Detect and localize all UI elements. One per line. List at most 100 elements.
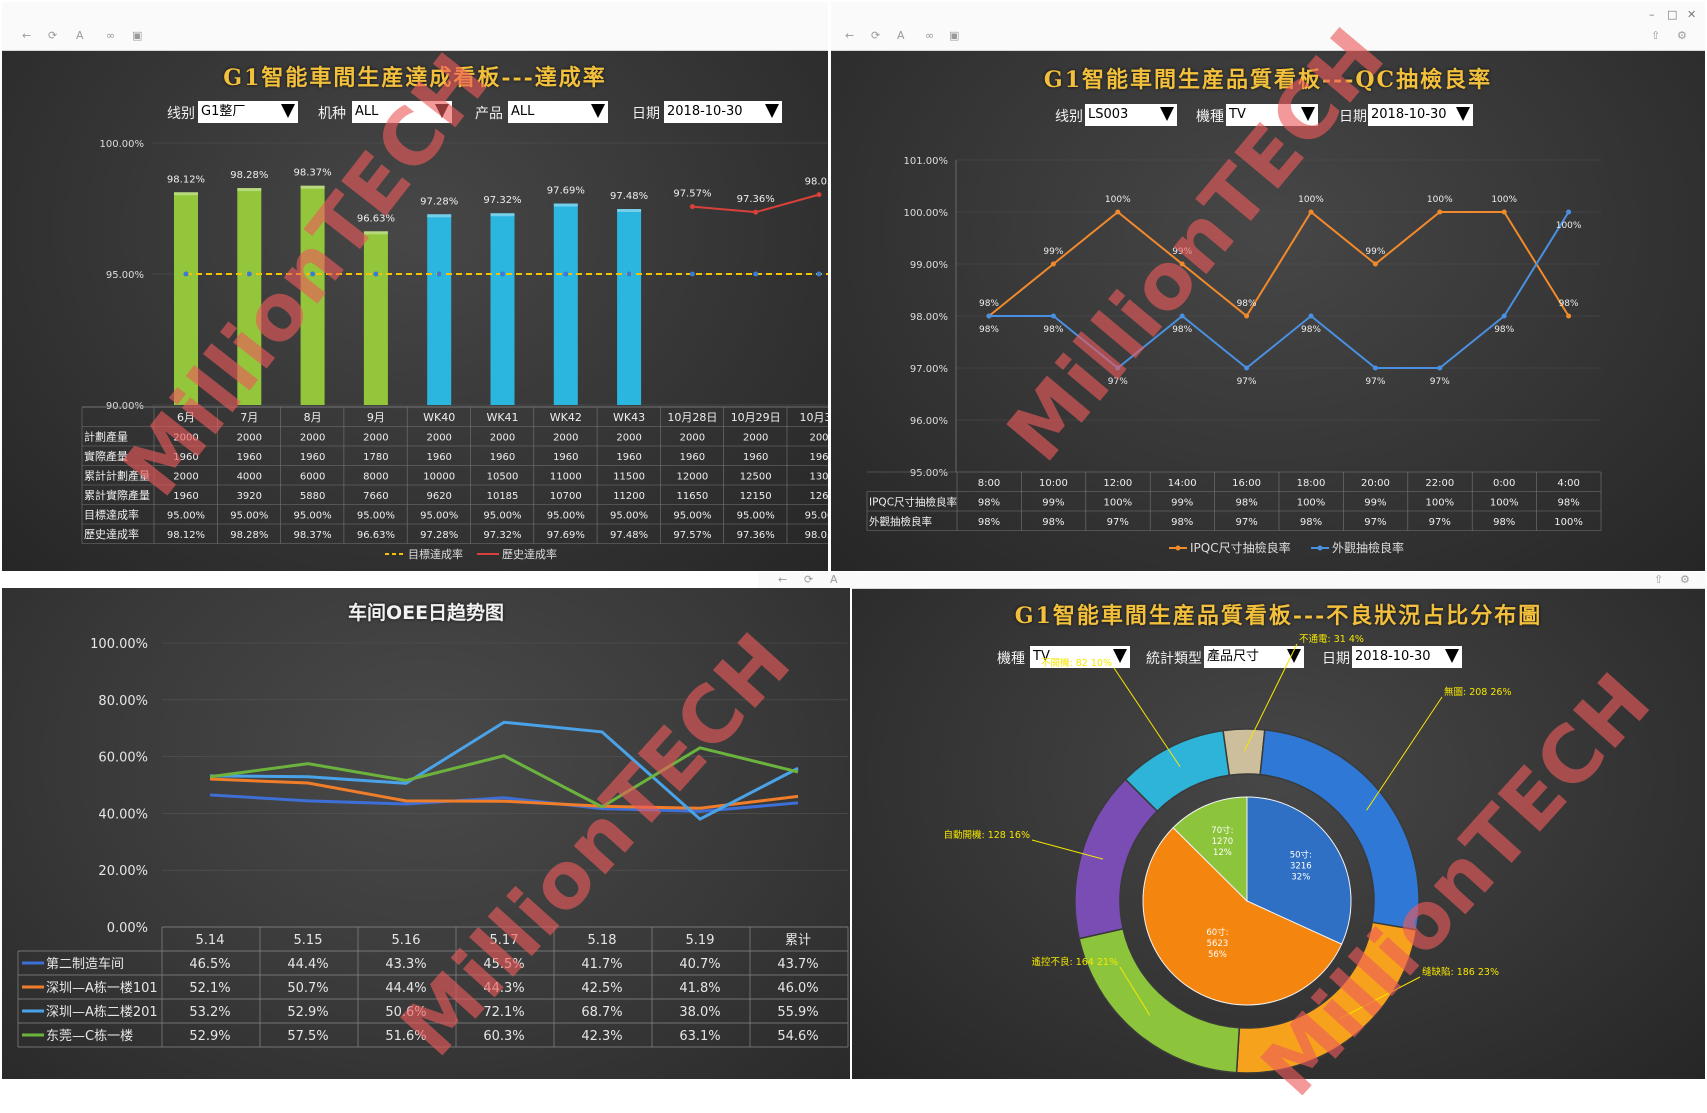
table-cell: 200 [809,433,828,444]
filter-label: 线别 [1055,109,1083,125]
table-cell: 8000 [363,472,388,483]
page-icon[interactable]: ▣ [949,29,960,42]
data-label: 98% [1237,299,1257,309]
filter-select[interactable]: TV [1226,104,1318,126]
chevron-down-icon[interactable] [281,104,295,118]
target-point [310,271,316,277]
table-cell: 95.00 [805,511,828,522]
chevron-down-icon[interactable] [1301,107,1315,121]
slice-label: 缝缺陷: 186 23% [1422,966,1499,978]
back-icon[interactable]: ← [778,573,788,586]
qc-chart: 101.00% 100.00% 99.00% 98.00% 97.00% 96.00% 95… [866,156,1602,555]
filter-select[interactable]: LS003 [1085,104,1177,126]
table-cell: 2000 [173,472,198,483]
panel-title: G1智能車間生産品質看板---不良狀況占比分布圖 [1014,603,1543,629]
data-label: 100% [1298,195,1324,205]
category-label: 9月 [367,411,385,424]
filter-value: 2018-10-30 [1371,107,1447,122]
y-tick-label: 97.00% [910,364,948,375]
inner-slice [1246,796,1352,945]
text-icon[interactable]: A [830,573,838,586]
table-cell: 72.1% [483,1005,524,1020]
link-icon[interactable]: ∞ [106,29,116,42]
target-point [563,271,569,277]
filter-select[interactable]: 產品尺寸 [1204,646,1304,668]
minimize-icon[interactable]: – [1649,8,1655,21]
table-cell: 9620 [426,491,451,502]
chevron-down-icon[interactable] [1113,649,1127,663]
table-cell: 97.57% [673,530,711,541]
chevron-down-icon[interactable] [435,104,449,118]
chevron-down-icon[interactable] [1445,649,1459,663]
category-label: WK42 [550,411,582,424]
close-icon[interactable]: ✕ [1687,8,1697,21]
window-toolbar: – □ ✕ ← ⟳ A ∞ ▣ ⇧ ⚙ [831,2,1705,51]
filter-select[interactable]: ALL [508,101,608,123]
table-cell: 95.00% [737,511,775,522]
refresh-icon[interactable]: ⟳ [804,573,814,586]
table-cell: 43.7% [777,957,818,972]
slice-label: 不通電: 31 4% [1299,634,1364,645]
table-cell: 41.8% [679,981,720,996]
category-label: 10:00 [1039,478,1068,489]
chevron-down-icon[interactable] [591,104,605,118]
table-cell: 99% [1364,498,1386,509]
refresh-icon[interactable]: ⟳ [48,29,58,42]
table-cell: 46.5% [189,957,230,972]
text-icon[interactable]: A [897,29,905,42]
table-cell: 98.28% [230,530,268,541]
achievement-chart: 100.00% 95.00% 90.00% 98.12% 98.28% 98.37% 96.… [81,139,828,561]
filter-select[interactable]: G1整厂 [198,101,298,123]
table-cell: 97% [1364,517,1386,528]
table-cell: 1960 [616,452,641,463]
y-tick-label: 95.00% [910,468,948,479]
leader-line [1243,643,1298,752]
chevron-down-icon[interactable] [1287,649,1301,663]
series-point [1437,209,1443,215]
table-cell: 95.00% [357,511,395,522]
target-point [626,271,632,277]
table-cell: 1960 [553,452,578,463]
restore-icon[interactable]: □ [1667,8,1678,21]
panel-title: 车间OEE日趋势图 [347,602,505,624]
back-icon[interactable]: ← [22,29,32,42]
table-cell: 68.7% [581,1005,622,1020]
table-cell: 99% [1042,498,1064,509]
table-cell: 95.00% [420,511,458,522]
slice-percent: 56% [1208,950,1227,960]
table-cell: 2000 [426,433,451,444]
page-icon[interactable]: ▣ [132,29,143,42]
filter-select[interactable]: 2018-10-30 [1368,104,1473,126]
refresh-icon[interactable]: ⟳ [871,29,881,42]
data-label: 98% [979,299,999,309]
inner-slice [1172,796,1248,903]
text-icon[interactable]: A [76,29,84,42]
table-cell: 50.6% [385,1005,426,1020]
back-icon[interactable]: ← [845,29,855,42]
table-cell: 60.3% [483,1029,524,1044]
filter-select[interactable]: 2018-10-30 [1352,646,1462,668]
data-label: 98% [1172,325,1192,335]
table-cell: 10700 [550,491,582,502]
chevron-down-icon[interactable] [1456,107,1470,121]
filter-select[interactable]: TV [1030,646,1130,668]
link-icon[interactable]: ∞ [925,29,935,42]
table-cell: 11200 [613,491,645,502]
chevron-down-icon[interactable] [1160,107,1174,121]
share-icon[interactable]: ⇧ [1651,29,1661,42]
slice-label: 不開機: 82 10% [1041,657,1112,669]
qc-panel: – □ ✕ ← ⟳ A ∞ ▣ ⇧ ⚙ G1智能車間生産品質看板---QC抽檢良… [831,2,1705,571]
chevron-down-icon[interactable] [765,104,779,118]
table-cell: 98% [1171,517,1193,528]
bar [174,192,198,405]
filter-select[interactable]: 2018-10-30 [664,101,782,123]
row-header: 歷史達成率 [84,527,139,541]
history-point [689,204,695,210]
filter-label: 機種 [997,651,1025,667]
table-cell: 98% [1300,517,1322,528]
settings-icon[interactable]: ⚙ [1677,29,1687,42]
data-label: 100% [1556,221,1582,231]
share-icon[interactable]: ⇧ [1654,573,1664,586]
filter-select[interactable]: ALL [352,101,452,123]
settings-icon[interactable]: ⚙ [1680,573,1690,586]
